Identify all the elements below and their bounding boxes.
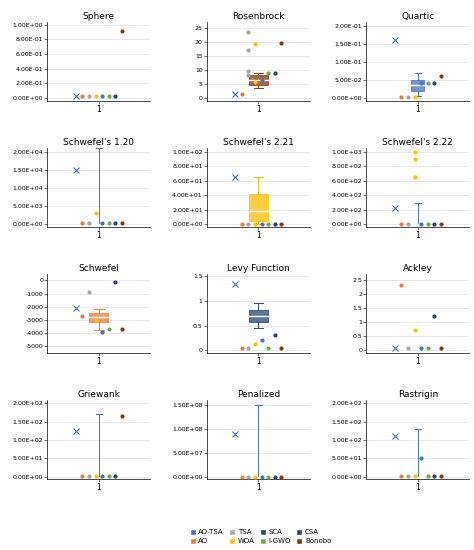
FancyBboxPatch shape <box>249 310 268 322</box>
Title: Schwefel's 2.22: Schwefel's 2.22 <box>383 138 453 147</box>
FancyBboxPatch shape <box>249 194 268 221</box>
Title: Schwefel: Schwefel <box>78 264 119 273</box>
FancyBboxPatch shape <box>89 313 109 322</box>
Title: Rastrigin: Rastrigin <box>398 390 438 399</box>
Title: Schwefel's 2.21: Schwefel's 2.21 <box>223 138 294 147</box>
Title: Rosenbrock: Rosenbrock <box>232 12 284 21</box>
Title: Schwefel's 1.20: Schwefel's 1.20 <box>64 138 134 147</box>
Title: Quartic: Quartic <box>401 12 435 21</box>
Title: Griewank: Griewank <box>77 390 120 399</box>
Legend: AO-TSA, AO, TSA, WOA, SCA, I-GWO, CSA, Bonobo: AO-TSA, AO, TSA, WOA, SCA, I-GWO, CSA, B… <box>188 527 333 547</box>
Title: Levy Function: Levy Function <box>227 264 290 273</box>
Title: Ackley: Ackley <box>403 264 433 273</box>
FancyBboxPatch shape <box>411 80 424 91</box>
FancyBboxPatch shape <box>249 75 268 85</box>
Title: Sphere: Sphere <box>83 12 115 21</box>
Title: Penalized: Penalized <box>237 390 280 399</box>
